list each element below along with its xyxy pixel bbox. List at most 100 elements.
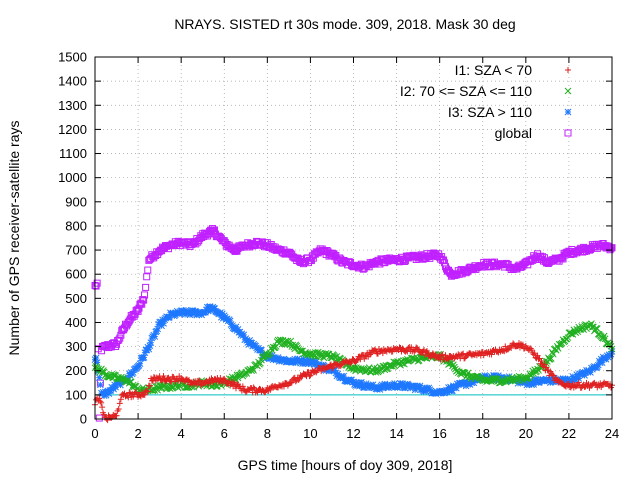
data-point: [141, 391, 148, 398]
y-tick-label: 100: [65, 387, 87, 402]
data-point: [547, 355, 555, 362]
y-tick-label: 300: [65, 339, 87, 354]
series-i1: [92, 340, 615, 424]
y-tick-label: 1100: [59, 146, 87, 161]
data-point: [307, 257, 315, 265]
y-tick-label: 1500: [58, 50, 87, 65]
data-point: [138, 300, 146, 308]
x-tick-label: 0: [91, 426, 98, 441]
chart-title: NRAYS. SISTED rt 30s mode. 309, 2018. Ma…: [174, 16, 515, 32]
x-tick-label: 20: [519, 426, 533, 441]
legend-marker-glyph: [565, 67, 571, 73]
legend-entry-global: global: [495, 125, 572, 141]
data-point: [97, 381, 104, 389]
data-point: [144, 388, 151, 395]
data-point: [280, 383, 287, 390]
data-point: [96, 395, 103, 402]
data-point: [182, 384, 190, 391]
legend-marker-i3: [564, 108, 572, 116]
data-point: [108, 414, 115, 421]
legend-label-i3: I3: SZA > 110: [448, 104, 532, 120]
y-tick-label: 1300: [58, 98, 87, 113]
y-tick-label: 700: [65, 243, 87, 258]
legend-marker-i1: [565, 67, 571, 73]
x-tick-label: 22: [562, 426, 576, 441]
data-point: [494, 375, 501, 383]
x-tick-label: 4: [178, 426, 185, 441]
x-tick-label: 10: [303, 426, 317, 441]
data-point: [439, 351, 446, 358]
data-point: [217, 375, 224, 382]
x-tick-label: 18: [476, 426, 490, 441]
data-point: [139, 296, 147, 304]
legend-entry-i2: I2: 70 <= SZA <= 110: [400, 83, 572, 99]
data-point: [567, 330, 575, 338]
data-point: [519, 341, 526, 348]
data-point: [287, 337, 295, 345]
data-point: [488, 351, 495, 358]
data-point: [307, 372, 314, 379]
data-point: [593, 325, 601, 333]
legend-marker-i2: [564, 87, 572, 95]
data-point: [545, 356, 553, 363]
data-point: [306, 373, 313, 380]
legend-entry-i3: I3: SZA > 110: [448, 104, 572, 120]
y-tick-label: 1200: [58, 122, 87, 137]
data-point: [535, 367, 542, 374]
data-point: [354, 356, 361, 363]
data-point: [442, 352, 449, 359]
data-point: [116, 400, 123, 407]
data-point: [98, 399, 105, 406]
data-point: [549, 371, 556, 378]
y-tick-label: 400: [65, 315, 87, 330]
data-point: [396, 344, 403, 351]
legend-marker-glyph: [564, 108, 572, 116]
data-layer: [91, 225, 616, 424]
data-point: [143, 387, 150, 394]
data-point: [429, 350, 436, 357]
data-point: [142, 283, 150, 291]
data-point: [126, 389, 133, 396]
data-point: [146, 382, 153, 389]
data-point: [117, 396, 124, 403]
data-point: [318, 368, 325, 375]
x-tick-label: 2: [134, 426, 141, 441]
tick-layer: 0 2 4 6 8 10 12 14 16 18 20 22 240100200300400500600…: [58, 50, 619, 442]
data-point: [92, 354, 100, 362]
data-point: [266, 349, 274, 357]
data-point: [258, 346, 265, 354]
data-point: [401, 360, 408, 368]
y-tick-label: 0: [80, 412, 87, 427]
data-point: [292, 378, 299, 385]
data-point: [143, 273, 151, 281]
legend-label-i2: I2: 70 <= SZA <= 110: [400, 83, 532, 99]
data-point: [528, 347, 535, 354]
y-tick-label: 900: [65, 194, 87, 209]
y-axis-label: Number of GPS receiver-satellite rays: [6, 121, 22, 356]
data-point: [414, 345, 421, 352]
data-point: [367, 351, 374, 358]
data-point: [554, 345, 562, 352]
y-tick-label: 500: [65, 291, 87, 306]
data-point: [473, 372, 481, 380]
x-axis-label: GPS time [hours of doy 309, 2018]: [238, 457, 453, 473]
legend-marker-global: [564, 129, 572, 137]
y-tick-label: 600: [65, 267, 87, 282]
data-point: [505, 346, 512, 353]
data-point: [250, 384, 257, 391]
legend-label-i1: I1: SZA < 70: [455, 62, 533, 78]
data-point: [288, 379, 295, 386]
x-tick-label: 16: [432, 426, 446, 441]
data-point: [222, 377, 229, 384]
x-tick-label: 8: [264, 426, 271, 441]
data-point: [204, 379, 211, 386]
data-point: [553, 376, 560, 383]
x-tick-label: 14: [389, 426, 403, 441]
legend: I1: SZA < 70 I2: 70 <= SZA <= 110 I3: SZ…: [400, 62, 572, 141]
y-tick-label: 200: [65, 363, 87, 378]
data-point: [136, 360, 144, 368]
data-point: [115, 336, 123, 344]
data-point: [161, 382, 168, 390]
data-point: [95, 374, 103, 381]
